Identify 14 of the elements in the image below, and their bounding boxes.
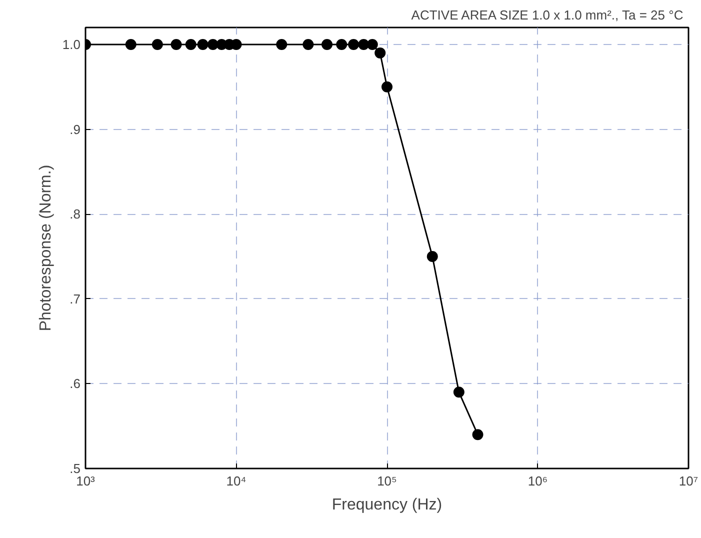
x-tick-label: 10⁵ bbox=[377, 474, 397, 488]
y-axis-title: Photoresponse (Norm.) bbox=[37, 164, 54, 332]
x-tick-label: 10³ bbox=[76, 474, 96, 488]
x-tick-label: 10⁶ bbox=[528, 474, 548, 488]
y-tick-label: 1.0 bbox=[62, 36, 81, 52]
y-tick-label: .7 bbox=[70, 291, 80, 306]
y-tick-label: .5 bbox=[70, 461, 80, 476]
x-axis-title: Frequency (Hz) bbox=[332, 496, 442, 514]
y-tick-label: .9 bbox=[70, 122, 80, 137]
y-tick-label: .8 bbox=[70, 206, 80, 222]
x-tick-label: 10⁴ bbox=[226, 474, 246, 488]
y-tick-label: .6 bbox=[70, 376, 80, 392]
text: ACTIVE AREA SIZE 1.0 x 1.0 mm²., Ta = 25 °C bbox=[411, 8, 684, 22]
x-tick-label: 10⁷ bbox=[678, 474, 698, 488]
